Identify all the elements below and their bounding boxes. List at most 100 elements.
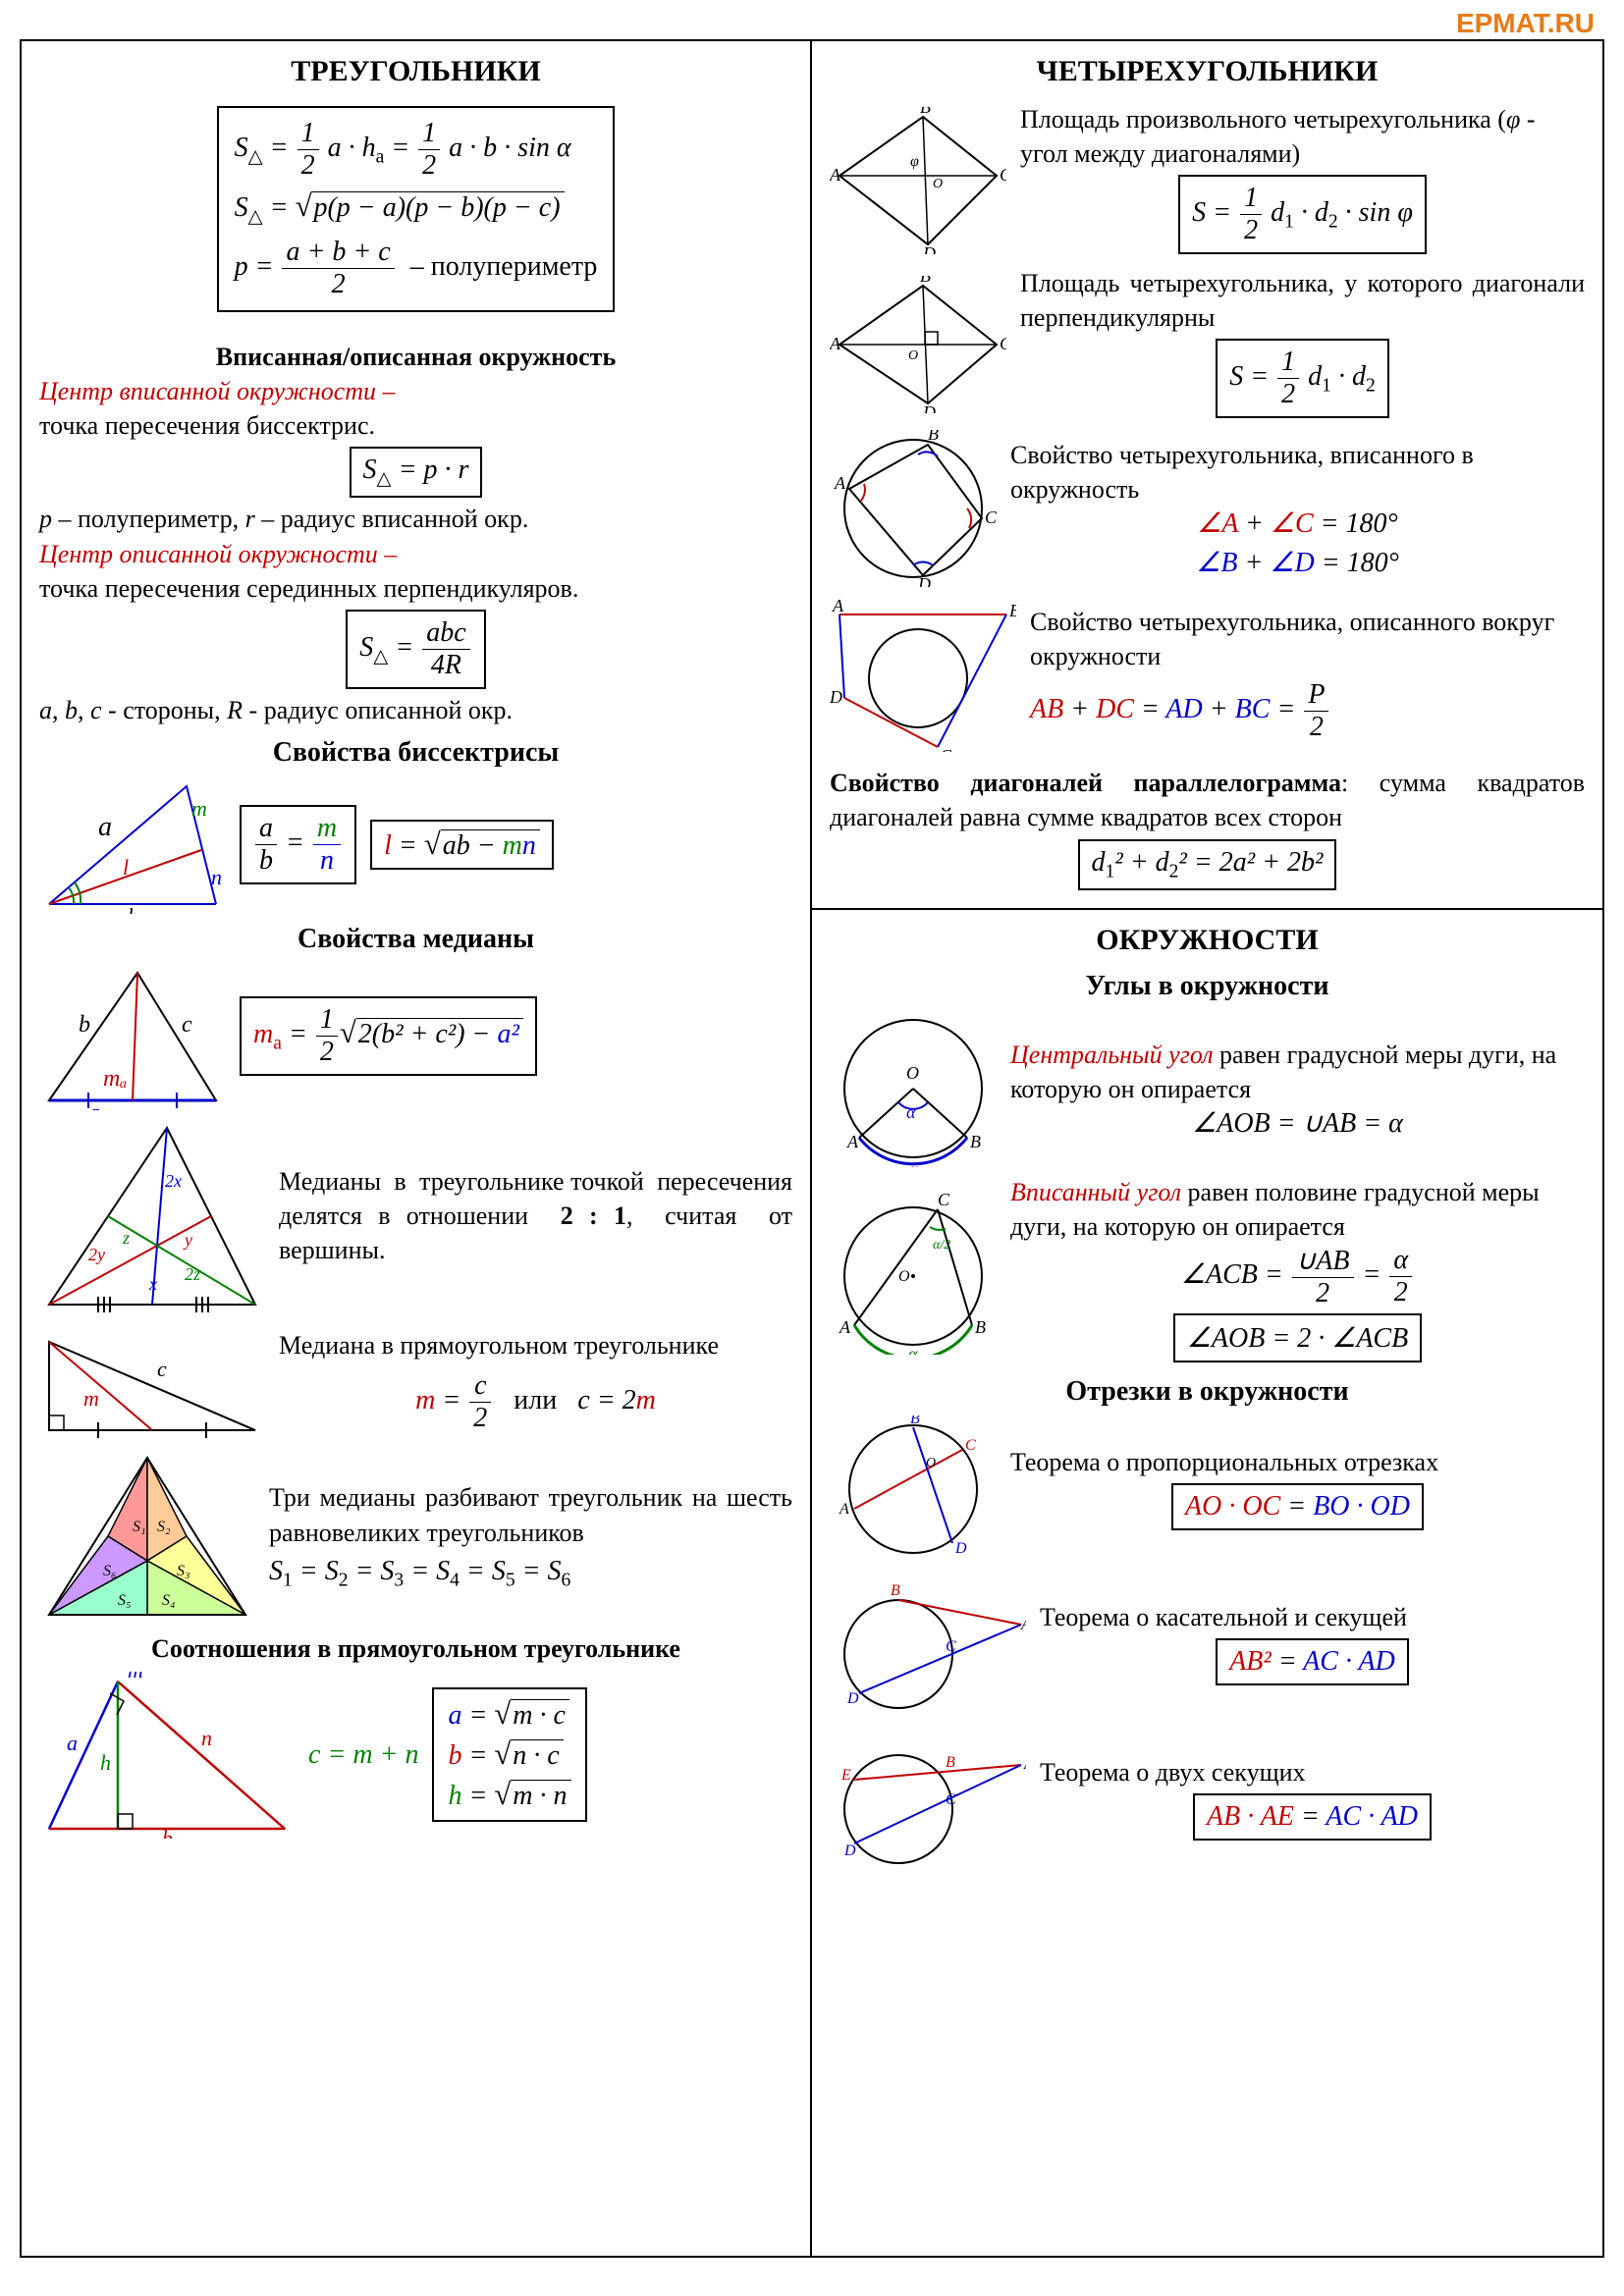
svg-text:C: C	[946, 1791, 956, 1808]
secant-diagram: A B E C D	[830, 1726, 1026, 1873]
svg-text:a: a	[88, 1100, 100, 1110]
svg-text:B: B	[975, 1317, 986, 1337]
svg-text:O: O	[906, 1063, 919, 1083]
svg-text:A: A	[830, 334, 841, 353]
svg-text:c: c	[157, 1357, 167, 1381]
angles-subtitle: Углы в окружности	[830, 971, 1585, 1002]
circum-legend: a, b, c - стороны, R - радиус описанной …	[39, 693, 792, 727]
svg-text:b: b	[162, 1826, 173, 1839]
svg-text:B: B	[910, 1415, 920, 1427]
six-triangles-eq: S1 = S2 = S3 = S4 = S5 = S6	[269, 1556, 792, 1592]
tangent-theorem-text: Теорема о касательной и секущей	[1040, 1600, 1585, 1634]
svg-text:A: A	[1023, 1756, 1026, 1773]
inscribed-circum-title: Вписанная/описанная окружность	[216, 343, 616, 371]
svg-text:α/2: α/2	[933, 1238, 950, 1253]
svg-text:D: D	[846, 1690, 859, 1707]
svg-text:D: D	[843, 1842, 856, 1859]
quad2-formula: S = 12 d1 · d2	[1216, 339, 1389, 418]
triangle-area-box: S△ = 12 a · ha = 12 a · b · sin α S△ = p…	[217, 106, 616, 312]
quadrilaterals-title: ЧЕТЫРЕХУГОЛЬНИКИ	[830, 55, 1585, 88]
quad2-text: Площадь четырехугольника, у которого диа…	[1020, 266, 1585, 335]
svg-text:z: z	[122, 1228, 130, 1248]
svg-text:B: B	[920, 276, 931, 286]
bisector-ratio-box: ab = mn	[240, 805, 356, 884]
svg-text:l: l	[123, 855, 129, 880]
svg-text:C: C	[938, 1190, 950, 1209]
heron-radicand: p(p − a)(p − b)(p − c)	[311, 191, 564, 223]
svg-text:C: C	[985, 507, 997, 527]
circum-center-def: точка пересечения серединных перпендикул…	[39, 571, 792, 606]
inscribed-angle-label: Вписанный угол	[1010, 1178, 1181, 1206]
right-c-eq: c = m + n	[308, 1739, 418, 1771]
svg-text:B: B	[891, 1582, 900, 1599]
or-label: или	[514, 1385, 557, 1415]
inscribed-angle-diagram: O C A B α α/2	[830, 1188, 997, 1355]
svg-text:A: A	[832, 596, 844, 615]
circum-center-label: Центр описанной окружности –	[39, 540, 397, 568]
angle-relation-box: ∠AOB = 2 · ∠ACB	[1173, 1313, 1422, 1362]
svg-text:S₄: S₄	[162, 1592, 176, 1609]
tangent-theorem-eq: AB² = AC · AD	[1216, 1638, 1409, 1685]
inscribed-center-label: Центр вписанной окружности –	[39, 377, 396, 405]
inscribed-quad-text: Свойство четырехугольника, вписанного в …	[1010, 438, 1585, 507]
svg-text:h: h	[100, 1750, 111, 1775]
svg-text:A: A	[839, 1501, 849, 1518]
bisector-length-box: l = ab − mn	[370, 820, 554, 870]
svg-text:n: n	[211, 865, 222, 889]
svg-text:B: B	[970, 1132, 981, 1151]
quad-diagram-1: A B C D φ O	[830, 107, 1006, 254]
six-triangles-text: Три медианы разбивают треугольник на шес…	[269, 1480, 792, 1549]
svg-text:m: m	[191, 796, 207, 821]
right-triangle-box: a = m · c b = n · c h = m · n	[432, 1687, 586, 1822]
svg-text:α: α	[908, 1159, 918, 1167]
median-right-diagram: c m	[39, 1322, 265, 1440]
svg-text:S₅: S₅	[118, 1592, 132, 1609]
svg-text:a: a	[67, 1731, 78, 1755]
circum-quad-text: Свойство четырехугольника, описанного во…	[1030, 605, 1585, 673]
six-triangles-diagram: S₁ S₂ S₃ S₄ S₅ S₆	[39, 1448, 255, 1625]
median-diagram-2: 2y y 2x x z 2z	[39, 1118, 265, 1314]
svg-text:B: B	[946, 1754, 955, 1771]
triangles-title: ТРЕУГОЛЬНИКИ	[39, 55, 792, 88]
svg-text:S₆: S₆	[103, 1563, 117, 1579]
semiperimeter-note: – полупериметр	[410, 251, 598, 282]
svg-text:φ: φ	[910, 153, 919, 170]
page-frame: ТРЕУГОЛЬНИКИ S△ = 12 a · ha = 12 a · b ·…	[20, 39, 1604, 2258]
secant-theorem-eq: AB · AE = AC · AD	[1193, 1793, 1432, 1841]
svg-text:2z: 2z	[185, 1264, 200, 1284]
svg-text:D: D	[922, 402, 936, 413]
svg-text:c: c	[182, 1012, 192, 1038]
svg-text:S₂: S₂	[157, 1519, 171, 1535]
svg-text:A: A	[834, 473, 846, 493]
circum-area-formula: S△ = abc4R	[346, 610, 485, 689]
inscribed-legend: p – полупериметр, r – радиус вписанной о…	[39, 502, 792, 536]
svg-text:α: α	[908, 1344, 918, 1355]
svg-text:y: y	[183, 1230, 192, 1250]
svg-text:O: O	[933, 177, 943, 191]
semiperimeter-num: a + b + c	[282, 237, 394, 268]
svg-text:A: A	[1020, 1617, 1026, 1633]
svg-text:α: α	[906, 1102, 916, 1122]
inscribed-area-formula: S△ = p · r	[350, 447, 483, 499]
svg-text:m: m	[83, 1386, 99, 1411]
svg-text:D: D	[830, 687, 842, 707]
circum-quad-diagram: A B C D	[830, 595, 1016, 752]
svg-text:2y: 2y	[88, 1245, 105, 1264]
central-angle-diagram: O α A B α	[830, 1010, 997, 1167]
right-triangle-title: Соотношения в прямоугольном треугольнике	[39, 1634, 792, 1664]
watermark: EPMAT.RU	[0, 0, 1624, 39]
svg-text:S₁: S₁	[133, 1519, 146, 1535]
svg-text:D: D	[954, 1540, 967, 1557]
median-right-text: Медиана в прямоугольном треугольнике	[279, 1328, 792, 1362]
inscribed-angle-eq: ∠ACB = ∪AB2 = α2	[1010, 1244, 1585, 1309]
quad1-formula: S = 12 d1 · d2 · sin φ	[1178, 175, 1427, 254]
svg-text:S₃: S₃	[177, 1563, 190, 1579]
svg-text:n: n	[201, 1726, 212, 1750]
circles-title: ОКРУЖНОСТИ	[830, 924, 1585, 957]
chord-theorem-text: Теорема о пропорциональных отрезках	[1010, 1445, 1585, 1479]
svg-text:O: O	[926, 1456, 936, 1470]
quad1-text: Площадь произвольного четырехугольника (…	[1020, 102, 1585, 171]
svg-text:a: a	[98, 812, 112, 842]
svg-text:A: A	[839, 1317, 851, 1337]
svg-text:D: D	[917, 574, 931, 587]
